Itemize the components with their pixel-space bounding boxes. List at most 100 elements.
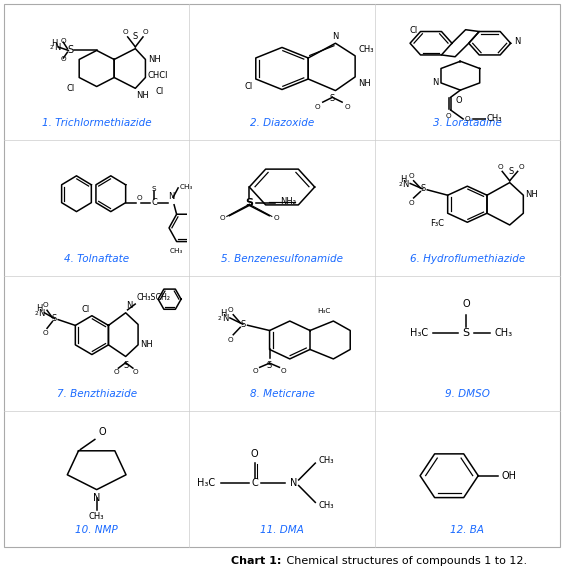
Text: NH: NH bbox=[526, 190, 539, 199]
Text: O: O bbox=[42, 302, 48, 308]
Text: O: O bbox=[42, 330, 48, 336]
Text: Cl: Cl bbox=[409, 26, 418, 35]
Text: Chemical structures of compounds 1 to 12.: Chemical structures of compounds 1 to 12… bbox=[283, 556, 527, 566]
Text: 11. DMA: 11. DMA bbox=[260, 525, 304, 535]
Text: S: S bbox=[508, 167, 513, 177]
Text: O: O bbox=[219, 215, 225, 221]
Text: 2: 2 bbox=[217, 316, 221, 321]
Text: N: N bbox=[332, 32, 338, 41]
Text: 7. Benzthiazide: 7. Benzthiazide bbox=[56, 389, 136, 399]
Text: 12. BA: 12. BA bbox=[450, 525, 484, 535]
Text: N: N bbox=[54, 43, 60, 52]
Text: F₃C: F₃C bbox=[430, 218, 444, 228]
Text: S: S bbox=[462, 328, 469, 338]
Text: O: O bbox=[99, 427, 106, 437]
Text: S: S bbox=[267, 361, 272, 370]
Text: C: C bbox=[252, 478, 258, 488]
Text: O: O bbox=[462, 299, 470, 309]
Text: N: N bbox=[222, 315, 228, 324]
Text: CH₃: CH₃ bbox=[318, 456, 334, 465]
Text: O: O bbox=[408, 173, 414, 179]
Text: H₃C: H₃C bbox=[318, 308, 331, 314]
Text: O: O bbox=[281, 369, 287, 374]
Text: 1. Trichlormethiazide: 1. Trichlormethiazide bbox=[42, 118, 152, 128]
Text: N: N bbox=[38, 309, 44, 318]
Text: CHCl: CHCl bbox=[147, 71, 168, 80]
Text: S: S bbox=[67, 45, 73, 55]
Text: S: S bbox=[330, 94, 335, 103]
Text: O: O bbox=[518, 164, 524, 170]
Text: O: O bbox=[446, 113, 451, 118]
Text: N: N bbox=[514, 37, 521, 46]
Text: O: O bbox=[60, 56, 66, 62]
Text: S: S bbox=[123, 361, 128, 370]
Text: NH₂: NH₂ bbox=[280, 197, 296, 206]
Text: 2. Diazoxide: 2. Diazoxide bbox=[250, 118, 314, 128]
Text: OH: OH bbox=[502, 471, 517, 481]
Text: S: S bbox=[152, 186, 156, 192]
Text: 2: 2 bbox=[50, 45, 53, 50]
Text: H: H bbox=[51, 39, 58, 48]
Text: S: S bbox=[133, 32, 138, 40]
Text: N: N bbox=[93, 493, 100, 503]
Text: 4. Tolnaftate: 4. Tolnaftate bbox=[64, 254, 129, 263]
Text: S: S bbox=[52, 314, 57, 323]
Text: O: O bbox=[133, 369, 138, 375]
Text: 9. DMSO: 9. DMSO bbox=[445, 389, 490, 399]
Text: CH₃: CH₃ bbox=[495, 328, 513, 338]
Text: O: O bbox=[408, 200, 414, 206]
Text: O: O bbox=[143, 29, 148, 35]
Text: S: S bbox=[420, 185, 425, 193]
Text: N: N bbox=[126, 301, 133, 310]
Text: O: O bbox=[251, 449, 258, 459]
Text: N: N bbox=[403, 180, 409, 189]
Text: O: O bbox=[345, 104, 350, 110]
Text: CH₃: CH₃ bbox=[170, 248, 183, 254]
Text: CH₃SCH₂: CH₃SCH₂ bbox=[136, 293, 170, 302]
Text: 2: 2 bbox=[34, 311, 38, 316]
Text: CH₃: CH₃ bbox=[487, 114, 503, 124]
Text: Cl: Cl bbox=[156, 86, 164, 95]
Text: C: C bbox=[152, 198, 158, 207]
Text: S: S bbox=[241, 320, 246, 329]
Text: O: O bbox=[253, 369, 258, 374]
Text: O: O bbox=[315, 104, 320, 110]
Text: NH: NH bbox=[140, 340, 153, 350]
Text: CH₃: CH₃ bbox=[318, 501, 334, 509]
Text: O: O bbox=[465, 116, 470, 122]
Text: CH₃: CH₃ bbox=[179, 184, 192, 190]
Text: H: H bbox=[219, 309, 226, 318]
Text: CH₃: CH₃ bbox=[358, 45, 374, 53]
Text: O: O bbox=[274, 215, 279, 221]
Text: H: H bbox=[400, 175, 407, 185]
Text: O: O bbox=[497, 164, 503, 170]
Text: O: O bbox=[113, 369, 119, 375]
Text: 10. NMP: 10. NMP bbox=[75, 525, 118, 535]
Text: 8. Meticrane: 8. Meticrane bbox=[249, 389, 315, 399]
Text: NH: NH bbox=[136, 91, 149, 100]
Text: Cl: Cl bbox=[67, 84, 75, 93]
Text: 3. Loratadine: 3. Loratadine bbox=[433, 118, 502, 128]
Text: Cl: Cl bbox=[82, 305, 90, 314]
Text: NH: NH bbox=[358, 79, 371, 88]
Text: Chart 1:: Chart 1: bbox=[231, 556, 281, 566]
Text: 5. Benzenesulfonamide: 5. Benzenesulfonamide bbox=[221, 254, 343, 263]
Text: H₃C: H₃C bbox=[410, 328, 428, 338]
Text: H₃C: H₃C bbox=[197, 478, 215, 488]
Text: O: O bbox=[456, 95, 462, 105]
Text: O: O bbox=[136, 194, 142, 201]
Text: O: O bbox=[228, 306, 233, 313]
Text: N: N bbox=[289, 478, 297, 488]
Text: NH: NH bbox=[148, 55, 161, 64]
Text: S: S bbox=[245, 198, 253, 208]
Text: Cl: Cl bbox=[245, 82, 253, 91]
Text: O: O bbox=[228, 337, 233, 343]
Text: 6. Hydroflumethiazide: 6. Hydroflumethiazide bbox=[409, 254, 525, 263]
Text: N: N bbox=[168, 192, 174, 201]
Text: 2: 2 bbox=[398, 182, 402, 187]
Text: N: N bbox=[432, 78, 438, 87]
Text: H: H bbox=[36, 304, 42, 313]
Text: CH₃: CH₃ bbox=[89, 512, 104, 522]
Text: O: O bbox=[60, 37, 66, 44]
Text: O: O bbox=[122, 29, 128, 35]
